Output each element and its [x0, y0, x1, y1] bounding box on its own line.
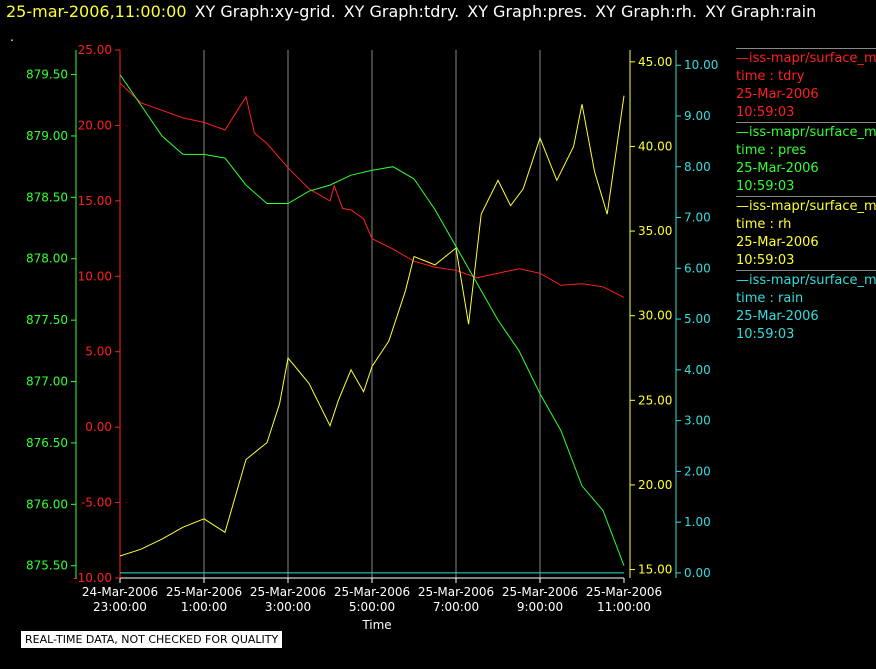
- legend: —iss-mapr/surface_m time : tdry 25-Mar-2…: [736, 48, 876, 344]
- pres-tick-label: 877.00: [26, 375, 68, 389]
- tdry-tick-label: 10.00: [78, 269, 112, 283]
- chart-header: 25-mar-2006,11:00:00 XY Graph:xy-grid. XY …: [6, 2, 816, 21]
- x-tick-label: 25-Mar-2006: [502, 585, 578, 599]
- rain-tick-label: 7.00: [684, 211, 711, 225]
- rain-tick-label: 10.00: [684, 58, 718, 72]
- x-tick-label: 5:00:00: [349, 600, 395, 614]
- legend-date: 25-Mar-2006: [736, 161, 819, 176]
- pres-tick-label: 879.50: [26, 68, 68, 82]
- x-tick-label: 24-Mar-2006: [82, 585, 158, 599]
- graph-title-tdry: XY Graph:tdry.: [343, 2, 460, 21]
- rain-tick-label: 3.00: [684, 414, 711, 428]
- series-tdry-line: [119, 82, 625, 298]
- rain-tick-label: 0.00: [684, 566, 711, 580]
- graph-title-rh: XY Graph:rh.: [595, 2, 697, 21]
- legend-time: 10:59:03: [736, 179, 795, 194]
- x-tick-label: 1:00:00: [181, 600, 227, 614]
- graph-title-pres: XY Graph:pres.: [467, 2, 588, 21]
- pres-tick-label: 875.50: [26, 559, 68, 573]
- x-tick-label: 25-Mar-2006: [586, 585, 662, 599]
- legend-date: 25-Mar-2006: [736, 309, 819, 324]
- x-tick-label: 25-Mar-2006: [166, 585, 242, 599]
- rain-tick-label: 2.00: [684, 464, 711, 478]
- graph-title-rain: XY Graph:rain: [704, 2, 817, 21]
- legend-label: time : rain: [736, 291, 804, 306]
- legend-date: 25-Mar-2006: [736, 87, 819, 102]
- series-rh-line: [119, 95, 625, 557]
- x-tick-label: 25-Mar-2006: [334, 585, 410, 599]
- x-tick-label: 25-Mar-2006: [418, 585, 494, 599]
- rh-tick-label: 20.00: [638, 478, 672, 492]
- legend-label: time : rh: [736, 217, 792, 232]
- legend-title: —iss-mapr/surface_m: [736, 199, 876, 214]
- legend-title: —iss-mapr/surface_m: [736, 51, 876, 66]
- legend-label: time : pres: [736, 143, 807, 158]
- x-tick-label: 3:00:00: [265, 600, 311, 614]
- legend-time: 10:59:03: [736, 253, 795, 268]
- rh-tick-label: 30.00: [638, 309, 672, 323]
- legend-time: 10:59:03: [736, 105, 795, 120]
- timestamp: 25-mar-2006,11:00:00: [6, 2, 187, 21]
- rain-tick-label: 1.00: [684, 515, 711, 529]
- rain-tick-label: 9.00: [684, 109, 711, 123]
- tdry-tick-label: 15.00: [78, 194, 112, 208]
- tdry-tick-label: -10.00: [73, 571, 112, 585]
- quality-notice: REAL-TIME DATA, NOT CHECKED FOR QUALITY: [20, 630, 284, 649]
- rain-tick-label: 4.00: [684, 363, 711, 377]
- rh-tick-label: 40.00: [638, 139, 672, 153]
- tdry-tick-label: -5.00: [81, 496, 112, 510]
- tdry-tick-label: 5.00: [85, 345, 112, 359]
- pres-tick-label: 878.50: [26, 190, 68, 204]
- rh-tick-label: 25.00: [638, 393, 672, 407]
- legend-item-rh: —iss-mapr/surface_m time : rh 25-Mar-200…: [736, 196, 876, 270]
- rain-tick-label: 8.00: [684, 160, 711, 174]
- legend-date: 25-Mar-2006: [736, 235, 819, 250]
- header-dot: .: [10, 30, 14, 44]
- x-axis-label: Time: [361, 618, 391, 632]
- legend-item-pres: —iss-mapr/surface_m time : pres 25-Mar-2…: [736, 122, 876, 196]
- x-tick-label: 9:00:00: [517, 600, 563, 614]
- pres-tick-label: 878.00: [26, 252, 68, 266]
- x-tick-label: 7:00:00: [433, 600, 479, 614]
- tdry-tick-label: 0.00: [85, 420, 112, 434]
- legend-item-tdry: —iss-mapr/surface_m time : tdry 25-Mar-2…: [736, 48, 876, 122]
- rain-tick-label: 6.00: [684, 261, 711, 275]
- pres-tick-label: 879.00: [26, 129, 68, 143]
- rh-tick-label: 35.00: [638, 224, 672, 238]
- graph-title-xy-grid: XY Graph:xy-grid.: [194, 2, 336, 21]
- rh-tick-label: 45.00: [638, 55, 672, 69]
- series-pres-line: [119, 74, 625, 566]
- tdry-tick-label: 20.00: [78, 118, 112, 132]
- pres-tick-label: 877.50: [26, 313, 68, 327]
- pres-tick-label: 876.50: [26, 436, 68, 450]
- tdry-tick-label: 25.00: [78, 43, 112, 57]
- x-tick-label: 11:00:00: [597, 600, 651, 614]
- legend-label: time : tdry: [736, 69, 805, 84]
- pres-tick-label: 876.00: [26, 497, 68, 511]
- legend-title: —iss-mapr/surface_m: [736, 273, 876, 288]
- rh-tick-label: 15.00: [638, 563, 672, 577]
- legend-time: 10:59:03: [736, 327, 795, 342]
- rain-tick-label: 5.00: [684, 312, 711, 326]
- legend-title: —iss-mapr/surface_m: [736, 125, 876, 140]
- x-tick-label: 23:00:00: [93, 600, 147, 614]
- x-tick-label: 25-Mar-2006: [250, 585, 326, 599]
- legend-item-rain: —iss-mapr/surface_m time : rain 25-Mar-2…: [736, 270, 876, 344]
